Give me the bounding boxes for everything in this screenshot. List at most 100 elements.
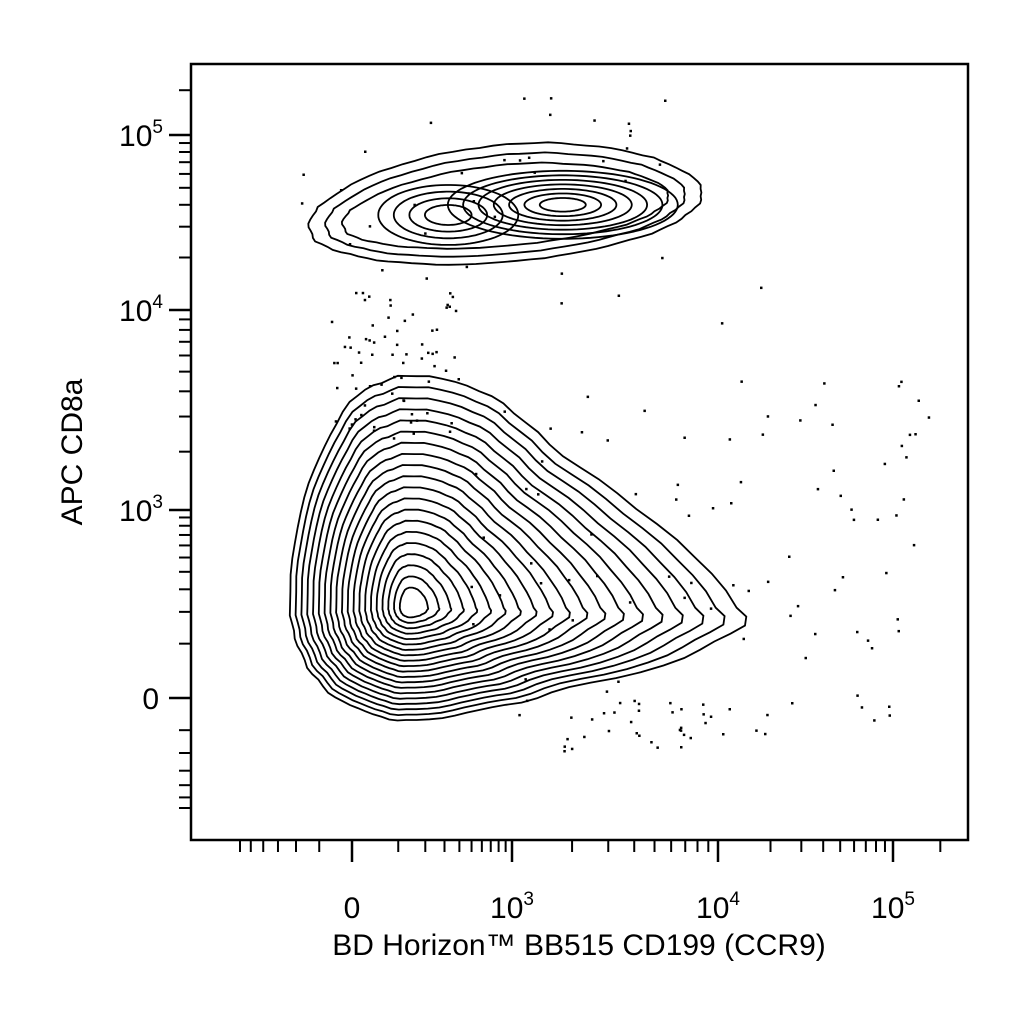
event-dot <box>339 189 343 192</box>
event-dot <box>823 382 826 385</box>
event-dot <box>917 399 920 402</box>
event-dot <box>563 745 566 748</box>
event-dot <box>449 292 452 295</box>
event-dot <box>667 575 671 578</box>
event-dot <box>761 433 765 436</box>
event-dot <box>524 678 527 681</box>
event-dot <box>435 328 439 331</box>
contour-line <box>300 397 705 711</box>
event-dot <box>389 298 392 302</box>
event-dot <box>415 419 419 422</box>
event-dot <box>638 734 641 737</box>
event-dot <box>472 623 475 626</box>
event-dot <box>451 295 455 299</box>
event-dot <box>766 580 770 584</box>
event-dot <box>381 269 384 272</box>
event-dot <box>391 392 394 395</box>
event-dot <box>720 322 724 325</box>
event-dot <box>722 733 725 736</box>
event-dot <box>357 351 361 354</box>
event-dot <box>682 733 686 737</box>
event-dot <box>425 277 428 280</box>
event-dot <box>391 353 394 356</box>
event-dot <box>629 129 632 133</box>
event-dot <box>897 385 901 388</box>
event-dot <box>380 383 383 386</box>
event-dot <box>676 483 680 487</box>
event-dot <box>503 158 506 162</box>
event-dot <box>444 369 448 372</box>
event-dot <box>702 713 705 716</box>
event-dot <box>405 353 408 356</box>
contour-line <box>377 184 520 246</box>
event-dot <box>387 316 390 319</box>
event-dot <box>914 433 917 436</box>
contour-line <box>324 151 686 258</box>
contour-line <box>408 197 489 233</box>
event-dot <box>413 203 416 207</box>
event-dot <box>650 741 653 744</box>
event-dot <box>833 588 837 592</box>
event-dot <box>446 303 449 307</box>
contour-line <box>381 553 465 635</box>
event-dot <box>402 399 405 402</box>
event-dot <box>870 647 874 650</box>
event-dot <box>791 702 794 705</box>
contour-line <box>462 174 664 236</box>
event-dot <box>527 156 531 159</box>
y-tick-label: 0 <box>142 683 159 716</box>
event-dot <box>634 492 638 496</box>
event-dot <box>679 726 683 730</box>
event-dot <box>728 438 732 441</box>
event-dot <box>593 119 596 122</box>
event-dot <box>530 562 533 565</box>
event-dot <box>617 680 620 683</box>
x-tick-label: 105 <box>871 889 915 925</box>
outlier-dots <box>300 97 931 753</box>
contour-line <box>423 204 473 226</box>
event-dot <box>607 729 611 733</box>
contour-line <box>523 192 603 217</box>
event-dot <box>395 343 399 347</box>
event-dot <box>371 353 374 356</box>
contour-line <box>446 169 679 240</box>
event-dot <box>498 594 502 597</box>
event-dot <box>539 582 543 585</box>
event-dot <box>606 439 609 442</box>
event-dot <box>766 415 770 418</box>
event-dot <box>661 256 664 260</box>
contour-line <box>352 497 538 662</box>
event-dot <box>343 345 347 349</box>
event-dot <box>333 361 336 365</box>
x-tick-label: 103 <box>490 889 534 925</box>
event-dot <box>429 121 433 125</box>
event-dot <box>624 179 627 183</box>
event-dot <box>549 97 553 100</box>
event-dot <box>580 431 584 434</box>
contour-line <box>369 531 493 646</box>
event-dot <box>927 416 931 419</box>
event-dot <box>470 585 473 589</box>
contour-line <box>346 486 554 668</box>
event-dot <box>755 729 758 732</box>
event-dot <box>351 374 354 377</box>
event-dot <box>617 294 621 297</box>
event-dot <box>690 581 693 585</box>
event-dot <box>364 150 367 153</box>
event-dot <box>465 265 469 269</box>
event-dot <box>679 729 683 732</box>
event-dot <box>368 385 372 388</box>
event-dot <box>590 533 593 536</box>
event-dot <box>567 578 571 582</box>
x-tick-label: 104 <box>696 889 740 925</box>
event-dot <box>393 375 396 379</box>
event-dot <box>410 413 414 416</box>
event-dot <box>396 329 399 333</box>
event-dot <box>888 705 891 708</box>
event-dot <box>896 618 899 621</box>
event-dot <box>675 498 678 501</box>
event-dot <box>354 387 358 390</box>
event-dot <box>656 746 659 749</box>
event-dot <box>788 555 791 558</box>
event-dot <box>895 514 898 517</box>
